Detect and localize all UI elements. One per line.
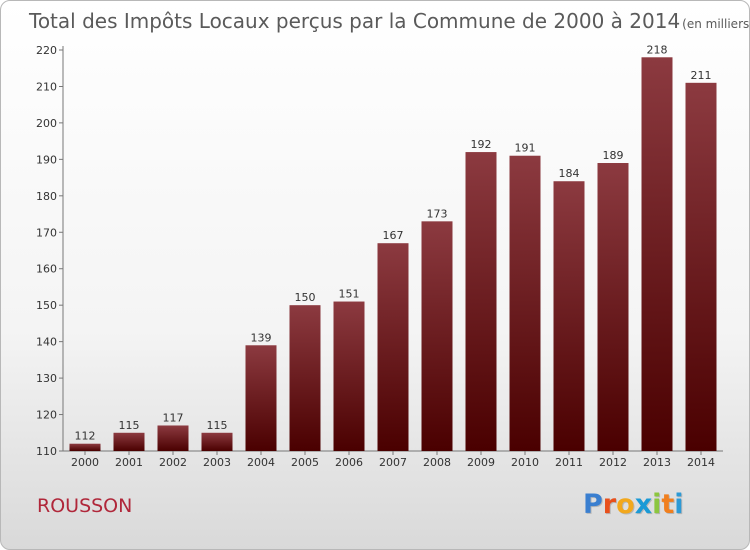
x-tick-label: 2013 bbox=[643, 456, 671, 469]
bar bbox=[553, 181, 585, 451]
y-tick-label: 160 bbox=[36, 263, 57, 276]
axes: 110 120 130 140 150 160 170 180 190 200 210 220 2000… bbox=[36, 44, 723, 469]
data-label: 112 bbox=[75, 430, 96, 443]
logo-letter: i bbox=[674, 489, 684, 520]
x-tick-label: 2001 bbox=[115, 456, 143, 469]
bar bbox=[333, 301, 365, 451]
bar bbox=[377, 243, 409, 451]
data-label: 151 bbox=[339, 288, 360, 301]
bar bbox=[685, 82, 717, 452]
data-label: 139 bbox=[251, 331, 272, 344]
y-tick-label: 120 bbox=[36, 409, 57, 422]
bar bbox=[421, 221, 453, 451]
data-label: 218 bbox=[647, 43, 668, 56]
x-tick-label: 2007 bbox=[379, 456, 407, 469]
bar bbox=[69, 443, 101, 451]
y-tick-label: 140 bbox=[36, 336, 57, 349]
data-label: 115 bbox=[207, 419, 228, 432]
chart-title-main: Total des Impôts Locaux perçus par la Co… bbox=[28, 9, 680, 33]
bar bbox=[201, 432, 233, 451]
bar bbox=[157, 425, 189, 451]
data-label: 192 bbox=[471, 138, 492, 151]
y-tick-label: 190 bbox=[36, 153, 57, 166]
data-label: 150 bbox=[295, 291, 316, 304]
data-labels: 112 115 117 115 139 150 151 167 173 192 191 184 189 2… bbox=[75, 43, 712, 442]
bar bbox=[465, 152, 497, 451]
y-tick-label: 170 bbox=[36, 226, 57, 239]
data-label: 191 bbox=[515, 142, 536, 155]
x-tick-label: 2012 bbox=[599, 456, 627, 469]
bar bbox=[641, 57, 673, 452]
data-label: 189 bbox=[603, 149, 624, 162]
x-tick-label: 2000 bbox=[71, 456, 99, 469]
bar bbox=[597, 163, 629, 451]
x-tick-label: 2009 bbox=[467, 456, 495, 469]
x-tick-label: 2008 bbox=[423, 456, 451, 469]
y-tick-label: 110 bbox=[36, 445, 57, 458]
data-label: 211 bbox=[691, 69, 712, 82]
bar bbox=[509, 155, 541, 451]
x-tick-label: 2005 bbox=[291, 456, 319, 469]
y-tick-label: 210 bbox=[36, 80, 57, 93]
data-label: 115 bbox=[119, 419, 140, 432]
bars bbox=[69, 57, 717, 452]
x-tick-label: 2006 bbox=[335, 456, 363, 469]
logo-letter: x bbox=[634, 489, 653, 520]
x-tick-label: 2002 bbox=[159, 456, 187, 469]
x-tick-label: 2004 bbox=[247, 456, 275, 469]
chart-title-unit: (en milliers d'€) bbox=[682, 17, 750, 31]
logo-letter: o bbox=[616, 489, 635, 520]
x-tick-label: 2010 bbox=[511, 456, 539, 469]
bar bbox=[289, 305, 321, 451]
logo-letter: P bbox=[583, 489, 603, 520]
y-tick-label: 150 bbox=[36, 299, 57, 312]
y-tick-label: 220 bbox=[36, 44, 57, 57]
bar bbox=[113, 432, 145, 451]
data-label: 117 bbox=[163, 411, 184, 424]
logo-letter: r bbox=[602, 489, 617, 520]
bar bbox=[245, 345, 277, 451]
data-label: 173 bbox=[427, 207, 448, 220]
logo-letter: t bbox=[661, 489, 675, 520]
x-tick-label: 2014 bbox=[687, 456, 715, 469]
chart-title: Total des Impôts Locaux perçus par la Co… bbox=[28, 9, 750, 33]
proxiti-logo: Proxiti bbox=[583, 489, 684, 520]
y-tick-label: 200 bbox=[36, 117, 57, 130]
data-label: 167 bbox=[383, 229, 404, 242]
x-tick-label: 2003 bbox=[203, 456, 231, 469]
commune-name: ROUSSON bbox=[37, 495, 133, 517]
logo-letter: i bbox=[652, 489, 662, 520]
x-tick-label: 2011 bbox=[555, 456, 583, 469]
data-label: 184 bbox=[559, 167, 580, 180]
y-tick-label: 130 bbox=[36, 372, 57, 385]
y-tick-label: 180 bbox=[36, 190, 57, 203]
